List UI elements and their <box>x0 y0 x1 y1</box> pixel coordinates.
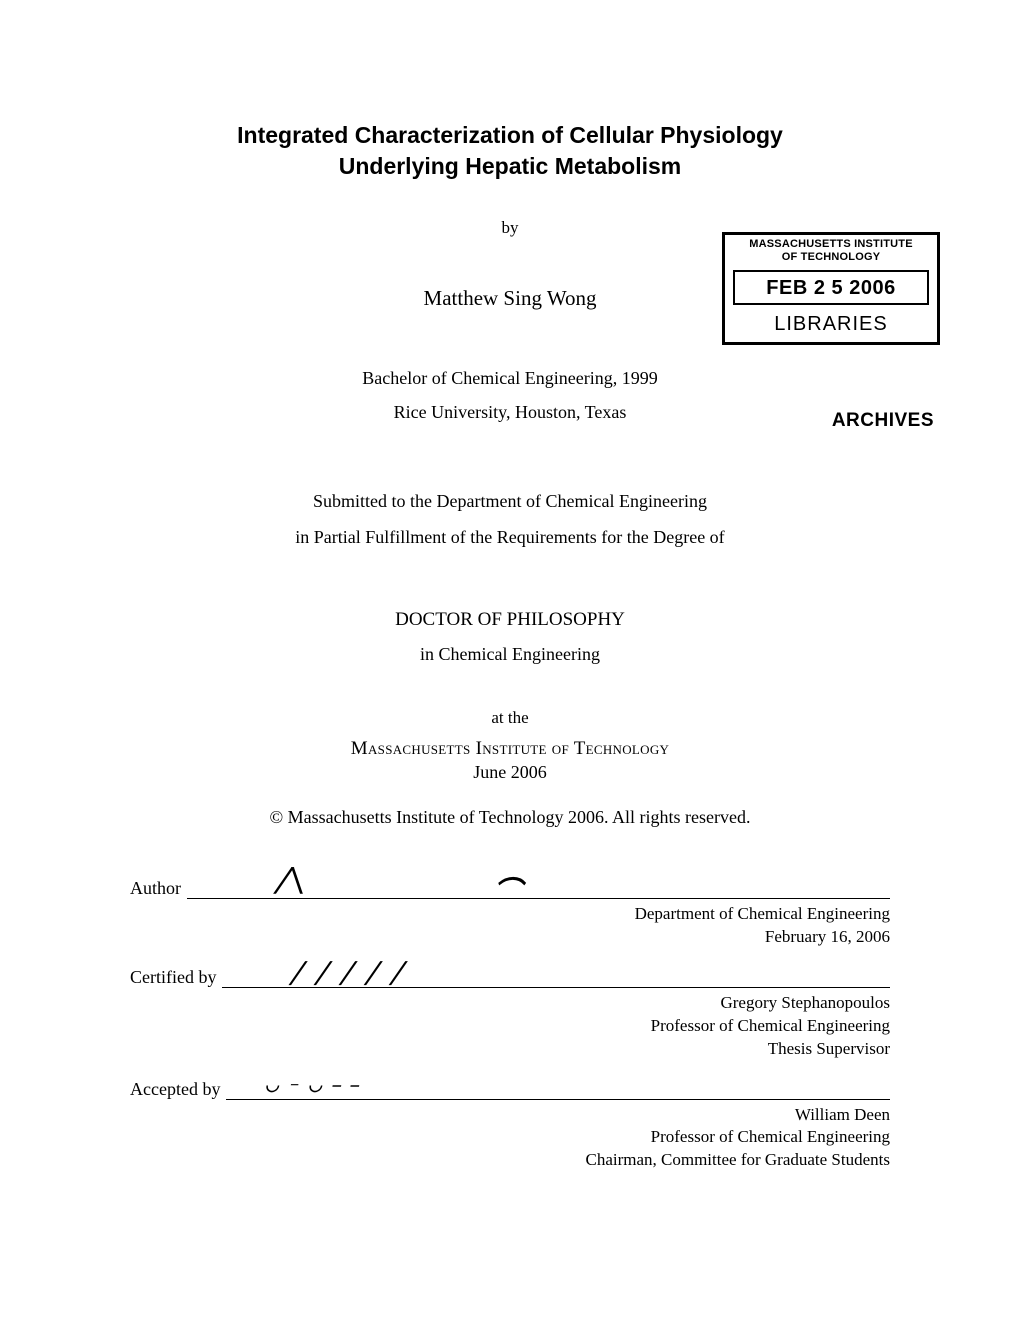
supervisor-name: Gregory Stephanopoulos <box>720 993 890 1012</box>
graduation-date: June 2006 <box>130 762 890 783</box>
degree-title: DOCTOR OF PHILOSOPHY <box>395 609 625 630</box>
author-label: Author <box>130 878 187 899</box>
author-signature-row: Author ╱╲ ⌒ <box>130 878 890 899</box>
institution: Massachusetts Institute of Technology <box>130 738 890 760</box>
certified-signature-details: Gregory Stephanopoulos Professor of Chem… <box>130 992 890 1061</box>
author-name: Matthew Sing Wong <box>130 286 890 311</box>
certified-signature-line: ╱ ╱ ╱ ╱ ╱ <box>222 967 890 988</box>
author-signature-line: ╱╲ ⌒ <box>187 878 890 899</box>
title-line2: Underlying Hepatic Metabolism <box>339 153 682 179</box>
certified-label: Certified by <box>130 967 222 988</box>
certified-signature-row: Certified by ╱ ╱ ╱ ╱ ╱ <box>130 967 890 988</box>
accepted-signature-row: Accepted by ◡ − ◡ ⎯ ⎯ <box>130 1079 890 1100</box>
author-dept: Department of Chemical Engineering <box>635 904 890 923</box>
degree-field: in Chemical Engineering <box>420 644 600 664</box>
supervisor-role: Thesis Supervisor <box>768 1039 890 1058</box>
at-the: at the <box>130 708 890 728</box>
by-label: by <box>130 218 890 238</box>
submitted-block: Submitted to the Department of Chemical … <box>130 483 890 555</box>
supervisor-title: Professor of Chemical Engineering <box>651 1016 890 1035</box>
prior-school: Rice University, Houston, Texas <box>394 402 627 422</box>
chairman-role: Chairman, Committee for Graduate Student… <box>585 1150 890 1169</box>
chairman-title: Professor of Chemical Engineering <box>651 1127 890 1146</box>
accepted-label: Accepted by <box>130 1079 226 1100</box>
page-content: Integrated Characterization of Cellular … <box>130 120 890 1172</box>
signature-mark: ◡ − ◡ ⎯ ⎯ <box>265 1075 365 1095</box>
thesis-title-page: MASSACHUSETTS INSTITUTE OF TECHNOLOGY FE… <box>0 0 1020 1320</box>
signature-mark: ╱ ╱ ╱ ╱ ╱ <box>290 961 411 986</box>
accepted-signature-details: William Deen Professor of Chemical Engin… <box>130 1104 890 1173</box>
copyright-line: © Massachusetts Institute of Technology … <box>130 807 890 828</box>
signature-section: Author ╱╲ ⌒ Department of Chemical Engin… <box>130 878 890 1173</box>
submitted-line2: in Partial Fulfillment of the Requiremen… <box>295 527 724 547</box>
degree-block: DOCTOR OF PHILOSOPHY in Chemical Enginee… <box>130 603 890 671</box>
signature-mark: ╱╲ <box>275 868 306 894</box>
thesis-title: Integrated Characterization of Cellular … <box>130 120 890 182</box>
submitted-line1: Submitted to the Department of Chemical … <box>313 491 707 511</box>
prior-degree: Bachelor of Chemical Engineering, 1999 <box>362 368 657 388</box>
chairman-name: William Deen <box>795 1105 890 1124</box>
title-line1: Integrated Characterization of Cellular … <box>237 122 783 148</box>
prior-degree-block: Bachelor of Chemical Engineering, 1999 R… <box>130 361 890 429</box>
author-sign-date: February 16, 2006 <box>765 927 890 946</box>
accepted-signature-line: ◡ − ◡ ⎯ ⎯ <box>226 1079 890 1100</box>
